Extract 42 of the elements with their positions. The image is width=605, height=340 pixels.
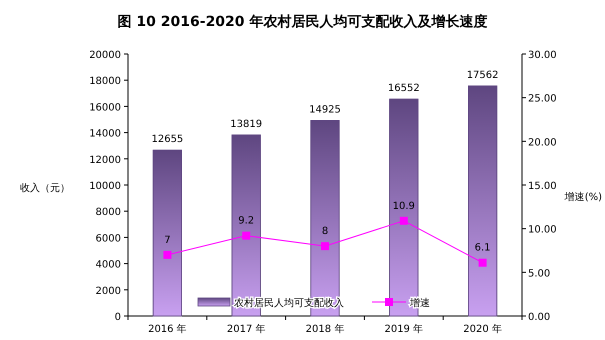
data-label: 17562	[466, 70, 499, 81]
y2-tick-label: 25.00	[528, 94, 557, 105]
x-tick-label: 2018 年	[306, 323, 344, 335]
data-label: 8	[322, 226, 328, 238]
y-axis-title: 收入（元）	[20, 182, 70, 194]
y-tick-label: 8000	[96, 207, 121, 218]
x-tick-label: 2019 年	[384, 323, 424, 335]
data-label: 10.9	[392, 200, 415, 212]
data-label: 13819	[230, 118, 262, 130]
point	[242, 232, 250, 240]
point	[400, 216, 408, 225]
data-label: 9.2	[238, 216, 254, 227]
y2-tick-label: 10.00	[528, 224, 557, 236]
y2-tick-label: 20.00	[528, 137, 557, 148]
data-label: 6.1	[474, 242, 491, 254]
x-tick-label: 2017 年	[226, 323, 266, 335]
y-tick-label: 16000	[89, 102, 121, 114]
x-tick-label: 2020 年	[463, 323, 502, 335]
x-tick-label: 2016 年	[148, 323, 187, 335]
chart-title: 图 10 2016-2020 年农村居民人均可支配收入及增长速度	[118, 13, 488, 30]
y2-tick-label: 0.00	[528, 312, 550, 323]
y2-tick-label: 5.00	[528, 268, 550, 280]
y-tick-label: 4000	[96, 260, 121, 271]
data-label: 12655	[151, 134, 184, 146]
y-tick-label: 20000	[89, 50, 121, 61]
legend-label: 增速	[409, 297, 430, 309]
y2-axis-title: 增速(%)	[564, 191, 602, 203]
y-tick-label: 12000	[89, 154, 121, 166]
point	[163, 250, 172, 259]
y2-tick-label: 30.00	[528, 50, 557, 61]
y-tick-label: 14000	[89, 128, 121, 140]
data-label: 7	[164, 234, 171, 246]
data-label: 14925	[309, 104, 341, 116]
y-tick-label: 18000	[89, 76, 121, 88]
y2-tick-label: 15.00	[528, 181, 557, 192]
point	[478, 258, 487, 267]
y-tick-label: 10000	[89, 181, 121, 192]
y-tick-label: 6000	[96, 233, 121, 244]
y-tick-label: 2000	[96, 286, 121, 297]
y-tick-label: 0	[114, 312, 121, 323]
point	[321, 242, 329, 250]
data-label: 16552	[388, 83, 420, 94]
